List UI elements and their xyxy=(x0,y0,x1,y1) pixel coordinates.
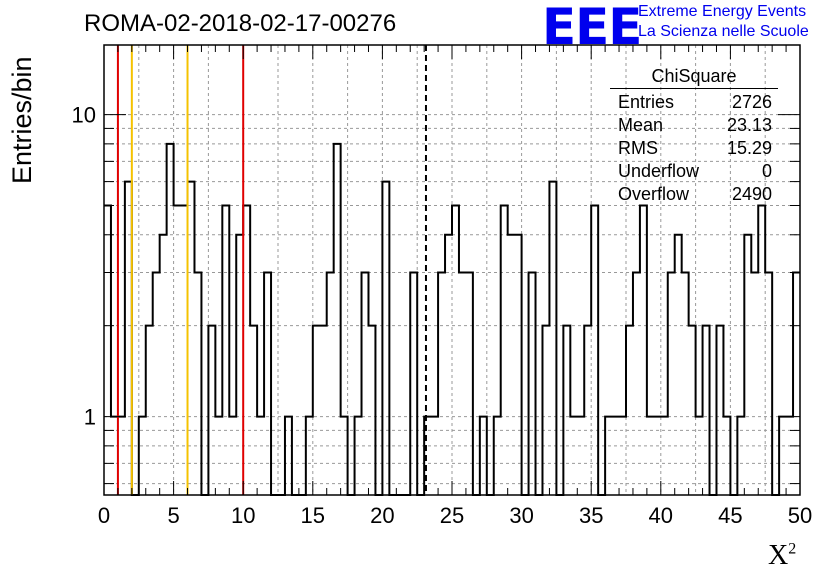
stats-row-rms: RMS 15.29 xyxy=(610,137,778,160)
x-axis-label-base: X xyxy=(768,540,789,571)
stats-value: 0 xyxy=(761,161,772,181)
histogram-series xyxy=(104,142,800,496)
x-tick-label: 15 xyxy=(301,503,325,528)
stats-row-underflow: Underflow 0 xyxy=(610,160,778,183)
logo-tagline-line1: Extreme Energy Events xyxy=(638,3,807,20)
stats-value: 2490 xyxy=(731,184,772,204)
stats-box-title: ChiSquare xyxy=(610,66,778,89)
stats-value: 2726 xyxy=(731,92,772,112)
x-tick-label: 35 xyxy=(579,503,603,528)
eee-logo: EEE xyxy=(542,0,642,56)
x-tick-label: 20 xyxy=(370,503,394,528)
stats-label: RMS xyxy=(618,138,658,158)
stats-row-overflow: Overflow 2490 xyxy=(610,183,778,206)
y-tick-label: 1 xyxy=(84,405,96,430)
stats-label: Underflow xyxy=(618,161,700,181)
y-axis-label: Entries/bin xyxy=(7,56,37,184)
stats-value: 23.13 xyxy=(726,115,772,135)
stats-label: Mean xyxy=(618,115,664,135)
x-tick-label: 0 xyxy=(98,503,110,528)
stats-box: ChiSquare Entries 2726 Mean 23.13 RMS 15… xyxy=(610,66,778,206)
stats-label: Entries xyxy=(618,92,675,112)
x-tick-label: 50 xyxy=(788,503,812,528)
stats-row-mean: Mean 23.13 xyxy=(610,114,778,137)
x-tick-label: 25 xyxy=(440,503,464,528)
x-tick-label: 40 xyxy=(649,503,673,528)
x-tick-label: 45 xyxy=(718,503,742,528)
chart-title: ROMA-02-2018-02-17-00276 xyxy=(84,10,397,37)
x-axis-label: X2 xyxy=(768,540,796,572)
stats-value: 15.29 xyxy=(726,138,772,158)
x-axis-label-superscript: 2 xyxy=(788,540,797,558)
x-tick-label: 30 xyxy=(509,503,533,528)
x-tick-label: 10 xyxy=(231,503,255,528)
stats-row-entries: Entries 2726 xyxy=(610,91,778,114)
x-tick-label: 5 xyxy=(167,503,179,528)
logo-tagline-line2: La Scienza nelle Scuole xyxy=(638,23,809,40)
stats-label: Overflow xyxy=(618,184,690,204)
y-tick-label: 10 xyxy=(72,103,96,128)
